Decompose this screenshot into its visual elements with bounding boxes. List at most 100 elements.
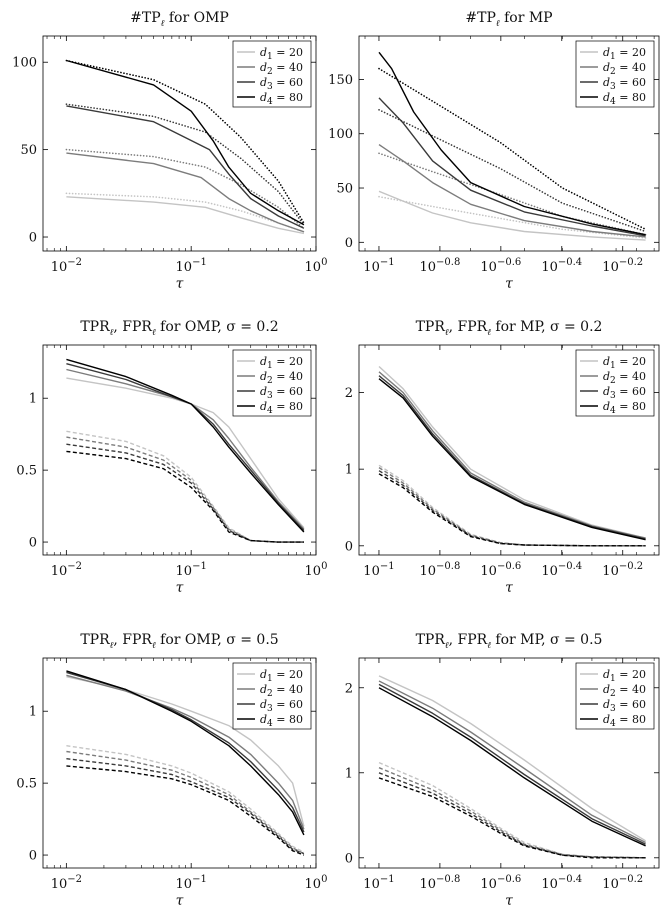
plot-frame xyxy=(358,344,660,556)
series-line-4 xyxy=(66,358,305,533)
chart-p4: TPRℓ​, FPRℓ​ for MP, σ = 0.210−110−0.810… xyxy=(345,319,660,596)
series-line-3 xyxy=(378,144,646,238)
legend-label: d3 = 60 xyxy=(260,76,303,92)
legend-label: d4 = 80 xyxy=(260,91,303,107)
series-group xyxy=(66,358,305,543)
legend-label: d1 = 20 xyxy=(603,46,646,62)
series-line-4 xyxy=(66,670,305,836)
series-line-3 xyxy=(66,363,305,531)
series-line-5 xyxy=(378,97,646,237)
series-line-1 xyxy=(378,365,646,539)
series-line-5 xyxy=(66,430,304,543)
series-line-2 xyxy=(66,368,305,530)
legend-label: d1 = 20 xyxy=(260,355,303,371)
plot-frame xyxy=(42,344,317,556)
series-line-1 xyxy=(66,676,305,827)
series-line-8 xyxy=(66,450,304,543)
x-tick-label: 10−1 xyxy=(363,874,394,892)
series-line-6 xyxy=(65,103,305,226)
y-tick-label: 50 xyxy=(20,143,37,158)
legend-label: d3 = 60 xyxy=(603,698,646,714)
x-tick-label: 10−0.4 xyxy=(541,874,582,892)
series-group xyxy=(66,670,305,856)
chart-title: TPRℓ​, FPRℓ​ for MP, σ = 0.5 xyxy=(416,632,603,651)
legend-label: d2 = 40 xyxy=(260,370,303,386)
legend-label: d1 = 20 xyxy=(603,355,646,371)
y-tick-label: 2 xyxy=(345,386,353,401)
series-line-6 xyxy=(378,467,646,547)
plot-frame xyxy=(42,657,317,869)
series-group xyxy=(378,675,646,859)
x-axis-label: τ xyxy=(505,580,513,596)
legend-label: d4 = 80 xyxy=(260,400,303,416)
series-line-8 xyxy=(378,67,647,231)
legend-label: d1 = 20 xyxy=(260,668,303,684)
series-line-6 xyxy=(66,436,304,543)
y-tick-label: 0 xyxy=(345,236,353,251)
legend-label: d4 = 80 xyxy=(603,91,646,107)
legend-label: d3 = 60 xyxy=(603,76,646,92)
legend-label: d4 = 80 xyxy=(603,713,646,729)
plot-frame xyxy=(358,657,660,869)
series-line-4 xyxy=(378,152,647,236)
y-tick-label: 2 xyxy=(345,681,353,696)
series-line-1 xyxy=(66,196,305,235)
legend-label: d3 = 60 xyxy=(260,698,303,714)
series-line-5 xyxy=(378,464,646,547)
y-tick-label: 1 xyxy=(29,392,37,407)
legend-label: d1 = 20 xyxy=(603,668,646,684)
y-tick-label: 0 xyxy=(345,851,353,866)
plot-frame xyxy=(358,35,660,252)
y-tick-label: 1 xyxy=(345,766,353,781)
x-tick-label: 10−0.8 xyxy=(419,874,460,892)
series-line-5 xyxy=(66,745,305,853)
x-tick-label: 100 xyxy=(305,257,328,275)
series-line-1 xyxy=(66,377,305,529)
chart-p1: #TPℓ​ for OMP 10−2 10−1 100 0 50 100 τ d1 = 20d2… xyxy=(12,10,327,292)
series-group xyxy=(378,51,647,241)
y-tick-label: 1 xyxy=(345,463,353,478)
y-tick-label: 0.5 xyxy=(16,464,37,479)
legend-label: d3 = 60 xyxy=(260,385,303,401)
series-line-7 xyxy=(378,51,646,236)
chart-p5: TPRℓ​, FPRℓ​ for OMP, σ = 0.510−210−1100… xyxy=(16,632,327,909)
x-tick-label: 10−0.4 xyxy=(541,257,582,275)
x-tick-label: 100 xyxy=(305,874,328,892)
x-tick-label: 10−2 xyxy=(51,257,82,275)
chart-p2: #TPℓ​ for MP 10−1 10−0.8 10−0.6 10−0.4 10−0.2… xyxy=(328,10,660,292)
y-tick-label: 100 xyxy=(328,127,353,142)
series-line-3 xyxy=(378,683,646,845)
legend-label: d4 = 80 xyxy=(260,713,303,729)
x-tick-label: 10−0.6 xyxy=(480,874,521,892)
legend-label: d4 = 80 xyxy=(603,400,646,416)
y-tick-label: 150 xyxy=(328,73,353,88)
y-tick-label: 0 xyxy=(29,536,37,551)
series-group xyxy=(378,365,646,547)
series-line-6 xyxy=(378,767,646,859)
legend-label: d2 = 40 xyxy=(603,683,646,699)
series-line-4 xyxy=(378,378,646,541)
series-line-5 xyxy=(378,761,646,859)
x-axis-label: τ xyxy=(176,893,184,909)
y-tick-label: 100 xyxy=(12,56,37,71)
series-line-7 xyxy=(66,59,305,226)
x-tick-label: 10−1 xyxy=(176,257,207,275)
series-line-7 xyxy=(66,758,305,855)
x-tick-label: 10−2 xyxy=(51,874,82,892)
legend-label: d2 = 40 xyxy=(603,61,646,77)
legend-label: d2 = 40 xyxy=(260,61,303,77)
series-line-2 xyxy=(378,680,646,844)
x-tick-label: 10−0.8 xyxy=(419,257,460,275)
series-line-3 xyxy=(378,375,646,540)
x-tick-label: 10−1 xyxy=(363,561,394,579)
x-axis-label: τ xyxy=(505,276,513,292)
series-line-6 xyxy=(66,750,305,855)
series-line-3 xyxy=(66,152,305,233)
y-tick-label: 1 xyxy=(29,705,37,720)
x-tick-label: 10−0.6 xyxy=(480,561,521,579)
